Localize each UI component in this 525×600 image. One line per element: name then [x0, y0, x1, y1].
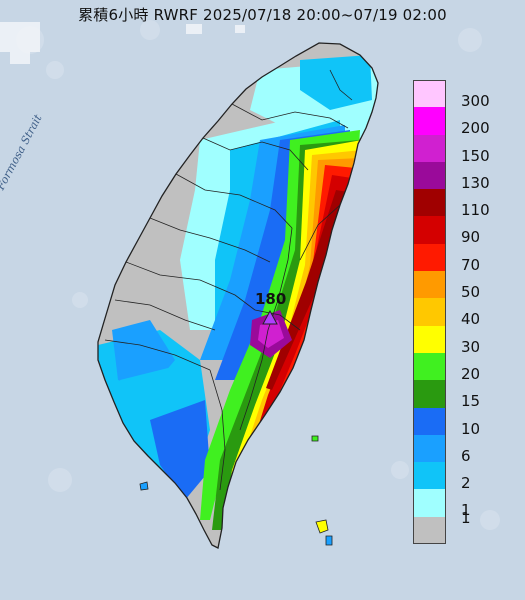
legend-label: 70: [461, 255, 481, 274]
triangle-marker-icon: [262, 309, 278, 325]
legend-label: 1: [461, 501, 471, 520]
legend-row: 90: [413, 216, 513, 247]
legend-row: 200: [413, 107, 513, 138]
legend-label: 150: [461, 146, 490, 165]
legend-swatch: [413, 271, 446, 299]
legend-swatch: [413, 298, 446, 326]
legend-label: 40: [461, 310, 481, 329]
legend-label: 130: [461, 173, 490, 192]
legend-row: 50: [413, 271, 513, 302]
legend-swatch: [413, 407, 446, 435]
legend-swatch: [413, 489, 446, 517]
legend-row: 70: [413, 243, 513, 274]
legend-swatch: [413, 80, 446, 108]
legend-row: 15: [413, 380, 513, 411]
legend-label: 2: [461, 474, 471, 493]
legend-swatch: [413, 216, 446, 244]
legend-swatch: [413, 516, 446, 545]
legend-label: 30: [461, 337, 481, 356]
legend-label: 200: [461, 119, 490, 138]
legend-row: 2: [413, 462, 513, 493]
legend-row: 300: [413, 80, 513, 110]
map-title: 累積6小時 RWRF 2025/07/18 20:00~07/19 02:00: [78, 6, 447, 24]
legend-swatch: [413, 243, 446, 272]
legend-label: 6: [461, 446, 471, 465]
legend-swatch: [413, 434, 446, 463]
legend-label: 110: [461, 201, 490, 220]
legend-swatch: [413, 134, 446, 162]
legend-swatch: [413, 325, 446, 353]
legend-swatch: [413, 189, 446, 217]
legend-row: 40: [413, 298, 513, 329]
legend-row: 6: [413, 434, 513, 465]
legend-row: 150: [413, 134, 513, 165]
legend-label: 300: [461, 92, 490, 110]
legend-row: 130: [413, 161, 513, 192]
legend-row: 10: [413, 407, 513, 438]
peak-value-label: 180: [255, 290, 287, 308]
legend-swatch: [413, 462, 446, 490]
legend-swatch: [413, 161, 446, 190]
legend-label: 20: [461, 364, 481, 383]
legend-row: 1: [413, 510, 513, 545]
legend: 300 200 150 130 110 90 70 50 40 30 20 15 10 6 2 1 1: [413, 80, 513, 545]
legend-label: 1: [461, 508, 471, 527]
legend-label: 10: [461, 419, 481, 438]
cloud-patches: [0, 22, 245, 64]
legend-row: 30: [413, 325, 513, 356]
legend-swatch: [413, 352, 446, 381]
legend-swatch: [413, 107, 446, 135]
legend-row: 20: [413, 352, 513, 383]
legend-label: 15: [461, 392, 481, 411]
legend-label: 50: [461, 283, 481, 302]
legend-row: 110: [413, 189, 513, 220]
legend-swatch: [413, 380, 446, 408]
offshore-islands: [139, 435, 333, 546]
legend-row: 1: [413, 489, 513, 520]
legend-label: 90: [461, 228, 481, 247]
county-boundaries: [104, 69, 353, 491]
